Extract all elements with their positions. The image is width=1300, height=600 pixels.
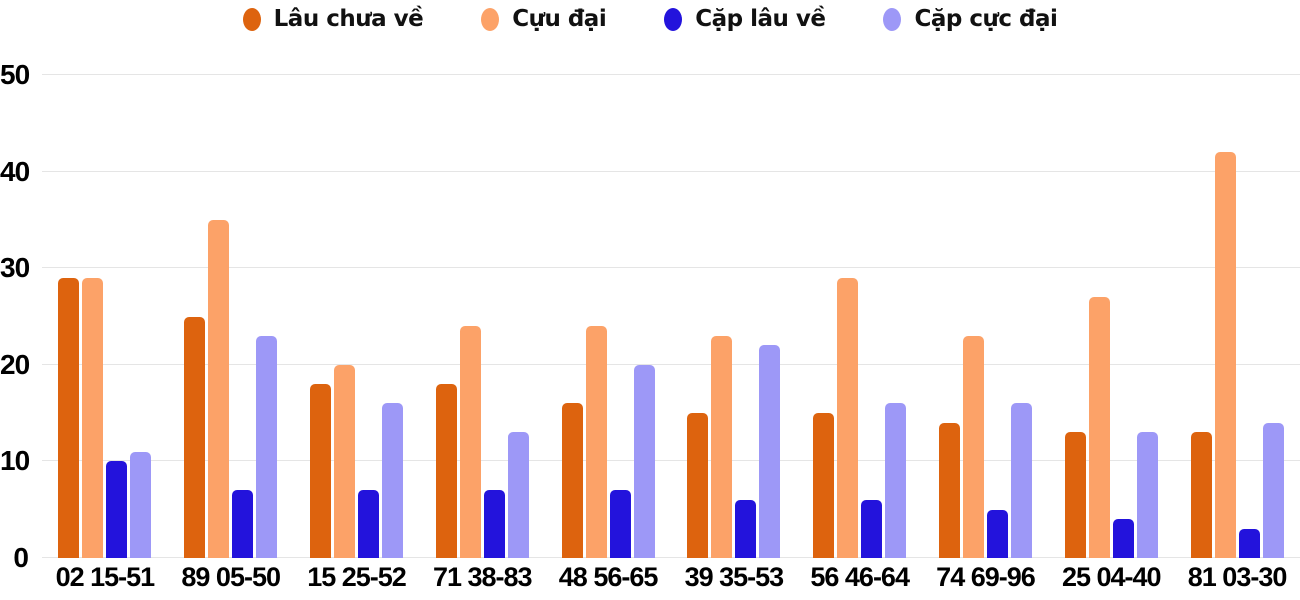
gridline [42, 363, 1300, 365]
plot-area [42, 74, 1300, 558]
bar[interactable] [885, 403, 907, 558]
bar-group [545, 75, 671, 558]
bar[interactable] [609, 490, 631, 558]
bar[interactable] [1238, 529, 1260, 558]
bar[interactable] [459, 326, 481, 558]
y-tick-label: 30 [0, 252, 30, 284]
bar-group [797, 75, 923, 558]
gridline [42, 460, 1300, 462]
legend-item[interactable]: Lâu chưa về [242, 6, 424, 32]
x-tick-label: 56 46-64 [810, 562, 910, 592]
x-tick-label: 89 05-50 [181, 562, 281, 592]
gridline [42, 267, 1300, 269]
bar[interactable] [1010, 403, 1032, 558]
bar[interactable] [1214, 152, 1236, 558]
gridline [42, 170, 1300, 172]
bar-group [168, 75, 294, 558]
legend-dot-icon [242, 7, 261, 31]
bar[interactable] [106, 461, 128, 558]
bar-group [294, 75, 420, 558]
bar-group [419, 75, 545, 558]
gridline [42, 557, 1300, 558]
bar[interactable] [1088, 297, 1110, 558]
legend-dot-icon [883, 7, 902, 31]
x-tick-label: 71 38-83 [432, 562, 533, 592]
legend-label: Cựu đại [512, 6, 607, 32]
bar[interactable] [1136, 432, 1158, 558]
legend-label: Lâu chưa về [273, 6, 424, 32]
bar[interactable] [711, 335, 733, 558]
bar[interactable] [184, 316, 206, 558]
bar[interactable] [435, 384, 457, 558]
bar[interactable] [837, 277, 859, 558]
bar[interactable] [82, 277, 104, 558]
bar[interactable] [58, 277, 80, 558]
bar[interactable] [381, 403, 403, 558]
bar[interactable] [1064, 432, 1086, 558]
y-tick-label: 0 [13, 542, 29, 573]
bar-group [923, 75, 1049, 558]
bar[interactable] [561, 403, 583, 558]
y-tick-label: 20 [0, 348, 30, 380]
legend-label: Cặp cực đại [914, 6, 1058, 32]
bar[interactable] [813, 413, 835, 558]
bar-group [1048, 75, 1174, 558]
bar[interactable] [1112, 519, 1134, 558]
bar[interactable] [1262, 422, 1284, 558]
bar[interactable] [759, 345, 781, 558]
x-tick-label: 02 15-51 [55, 562, 156, 592]
x-tick-label: 25 04-40 [1061, 562, 1162, 592]
legend-dot-icon [664, 7, 683, 31]
bar[interactable] [232, 490, 254, 558]
x-tick-label: 48 56-65 [558, 562, 659, 592]
bar[interactable] [687, 413, 709, 558]
bar[interactable] [507, 432, 529, 558]
bar[interactable] [1190, 432, 1212, 558]
legend-label: Cặp lâu về [695, 6, 826, 32]
x-axis: 02 15-51 89 05-50 15 25-52 71 38-83 48 56-65… [42, 562, 1300, 598]
bar-groups [42, 75, 1300, 558]
bar[interactable] [357, 490, 379, 558]
bar-group [42, 75, 168, 558]
legend-dot-icon [481, 7, 500, 31]
legend-item[interactable]: Cựu đại [481, 6, 607, 32]
bar[interactable] [483, 490, 505, 558]
chart-legend: Lâu chưa về Cựu đại Cặp lâu về Cặp cực đại [0, 6, 1300, 32]
y-tick-label: 50 [0, 59, 30, 90]
x-tick-label: 81 03-30 [1187, 562, 1288, 592]
bar[interactable] [585, 326, 607, 558]
x-tick-label: 15 25-52 [307, 562, 407, 592]
bar-group [671, 75, 797, 558]
bar[interactable] [333, 364, 355, 558]
bar-group [1174, 75, 1300, 558]
gridline [42, 74, 1300, 75]
bar[interactable] [938, 422, 960, 558]
bar[interactable] [986, 509, 1008, 558]
legend-item[interactable]: Cặp lâu về [664, 6, 826, 32]
bar[interactable] [633, 364, 655, 558]
bar[interactable] [861, 500, 883, 558]
x-tick-label: 74 69-96 [936, 562, 1036, 592]
bar[interactable] [256, 335, 278, 558]
y-tick-label: 10 [0, 445, 30, 477]
bar[interactable] [735, 500, 757, 558]
bar[interactable] [130, 451, 152, 558]
y-tick-label: 40 [0, 155, 30, 187]
bar[interactable] [962, 335, 984, 558]
bar[interactable] [309, 384, 331, 558]
x-tick-label: 39 35-53 [684, 562, 785, 592]
legend-item[interactable]: Cặp cực đại [883, 6, 1058, 32]
bar[interactable] [208, 219, 230, 558]
